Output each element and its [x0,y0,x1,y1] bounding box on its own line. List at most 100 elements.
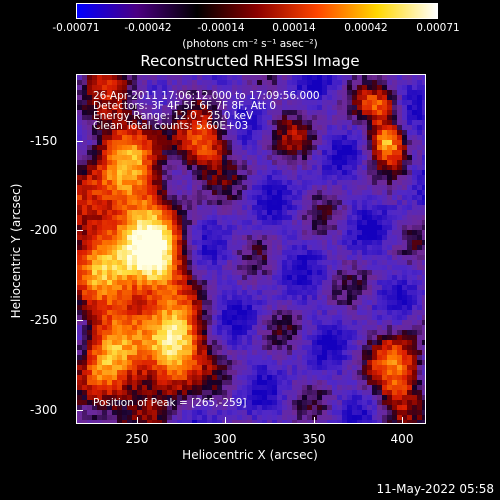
heatmap-pixel [127,90,133,96]
heatmap-pixel [282,170,288,176]
heatmap-pixel [112,155,118,161]
heatmap-pixel [107,325,113,331]
heatmap-pixel [352,360,358,366]
heatmap-pixel [247,80,253,86]
heatmap-pixel [307,170,313,176]
heatmap-pixel [337,210,343,216]
heatmap-pixel [222,320,228,326]
heatmap-pixel [367,150,373,156]
heatmap-pixel [342,205,348,211]
heatmap-pixel [367,360,373,366]
heatmap-pixel [287,220,293,226]
heatmap-pixel [417,360,423,366]
heatmap-pixel [127,415,133,421]
heatmap-pixel [197,190,203,196]
heatmap-pixel [87,390,93,396]
heatmap-pixel [422,340,425,346]
heatmap-pixel [147,245,153,251]
heatmap-pixel [392,250,398,256]
heatmap-pixel [97,315,103,321]
heatmap-pixel [382,115,388,121]
heatmap-pixel [197,155,203,161]
heatmap-pixel [197,135,203,141]
heatmap-pixel [357,130,363,136]
heatmap-pixel [102,230,108,236]
heatmap-pixel [157,115,163,121]
heatmap-pixel [302,405,308,411]
heatmap-pixel [87,120,93,126]
heatmap-pixel [347,195,353,201]
heatmap-pixel [402,210,408,216]
heatmap-pixel [82,140,88,146]
heatmap-pixel [342,130,348,136]
heatmap-pixel [367,410,373,416]
heatmap-pixel [272,305,278,311]
heatmap-pixel [342,390,348,396]
heatmap-pixel [297,120,303,126]
heatmap-pixel [417,135,423,141]
heatmap-pixel [132,285,138,291]
heatmap-pixel [362,300,368,306]
heatmap-pixel [217,305,223,311]
heatmap-pixel [82,415,88,421]
heatmap-pixel [397,315,403,321]
heatmap-pixel [397,310,403,316]
heatmap-pixel [167,175,173,181]
heatmap-pixel [307,220,313,226]
heatmap-pixel [412,130,418,136]
heatmap-pixel [312,275,318,281]
heatmap-pixel [257,315,263,321]
heatmap-pixel [202,160,208,166]
heatmap-pixel [137,220,143,226]
heatmap-pixel [317,170,323,176]
heatmap-pixel [307,370,313,376]
heatmap-pixel [207,150,213,156]
heatmap-pixel [332,80,338,86]
heatmap-pixel [402,235,408,241]
heatmap-pixel [317,155,323,161]
heatmap-pixel [382,220,388,226]
heatmap-pixel [337,240,343,246]
heatmap-pixel [377,110,383,116]
heatmap-pixel [287,405,293,411]
heatmap-pixel [422,370,425,376]
heatmap-pixel [122,230,128,236]
heatmap-pixel [292,200,298,206]
heatmap-pixel [177,405,183,411]
heatmap-pixel [212,225,218,231]
heatmap-pixel [152,245,158,251]
heatmap-pixel [147,405,153,411]
heatmap-pixel [282,215,288,221]
heatmap-pixel [152,140,158,146]
heatmap-pixel [372,75,378,81]
heatmap-pixel [167,205,173,211]
heatmap-pixel [402,285,408,291]
heatmap-pixel [287,210,293,216]
heatmap-pixel [322,270,328,276]
heatmap-pixel [302,170,308,176]
heatmap-pixel [322,240,328,246]
heatmap-pixel [267,95,273,101]
heatmap-pixel [347,145,353,151]
heatmap-pixel [317,140,323,146]
heatmap-pixel [377,245,383,251]
heatmap-pixel [417,205,423,211]
heatmap-pixel [322,290,328,296]
heatmap-pixel [282,115,288,121]
heatmap-pixel [227,380,233,386]
heatmap-pixel [242,170,248,176]
heatmap-pixel [187,415,193,421]
heatmap-pixel [82,170,88,176]
heatmap-pixel [237,165,243,171]
heatmap-pixel [402,295,408,301]
heatmap-pixel [267,175,273,181]
heatmap-pixel [297,95,303,101]
heatmap-pixel [352,260,358,266]
heatmap-pixel [92,80,98,86]
heatmap-pixel [152,290,158,296]
heatmap-pixel [412,90,418,96]
heatmap-pixel [152,100,158,106]
heatmap-pixel [392,340,398,346]
heatmap-pixel [362,95,368,101]
heatmap-pixel [277,380,283,386]
